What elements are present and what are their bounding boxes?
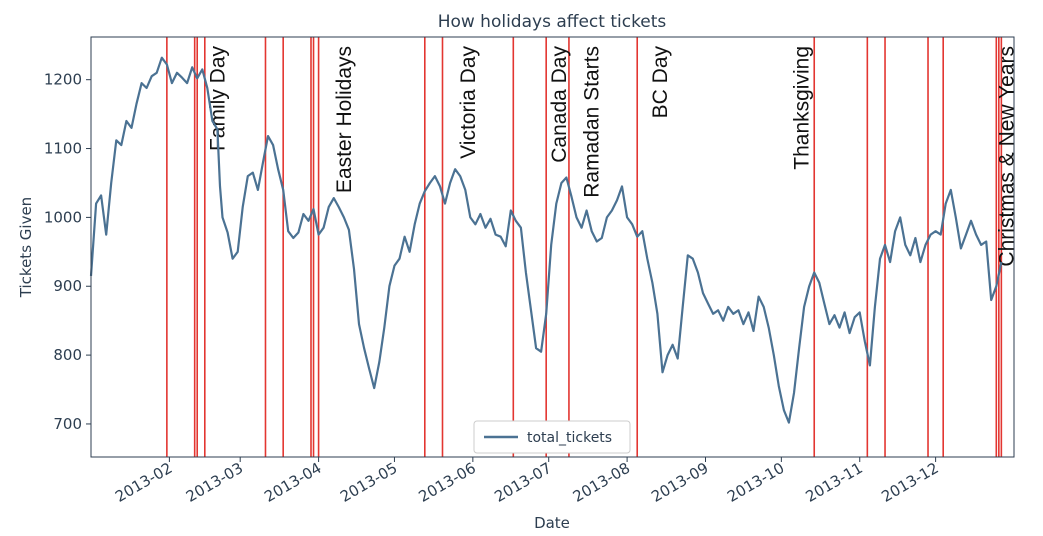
holiday-label: Christmas & New Years: [995, 46, 1018, 267]
y-axis-label: Tickets Given: [17, 197, 35, 298]
x-axis-label: Date: [534, 514, 570, 532]
holiday-annotations: Family Day Easter Holidays Victoria Day Can…: [206, 46, 1018, 267]
y-tick-label: 1000: [44, 208, 82, 226]
series-line: [89, 56, 1003, 424]
legend-box: [473, 420, 631, 454]
legend-entry: total_tickets: [527, 430, 612, 446]
holiday-label: Ramadan Starts: [581, 46, 604, 198]
chart-title: How holidays affect tickets: [438, 12, 667, 32]
plot-frame: [90, 36, 1015, 458]
holiday-label: Canada Day: [548, 46, 571, 163]
plot-series: [89, 56, 1003, 424]
y-tick-label: 800: [53, 346, 82, 364]
y-tick-label: 1200: [44, 71, 82, 89]
y-axis: 700 800 900 1000 1100 1200: [44, 71, 91, 433]
holiday-label: Thanksgiving: [791, 46, 814, 170]
legend: total_tickets: [473, 420, 631, 454]
y-tick-label: 1100: [44, 140, 82, 158]
y-tick-label: 700: [53, 415, 82, 433]
y-tick-label: 900: [53, 277, 82, 295]
holiday-label: Family Day: [206, 46, 229, 152]
holiday-label: Victoria Day: [457, 46, 480, 159]
holiday-label: Easter Holidays: [333, 46, 356, 193]
holiday-label: BC Day: [649, 46, 672, 119]
